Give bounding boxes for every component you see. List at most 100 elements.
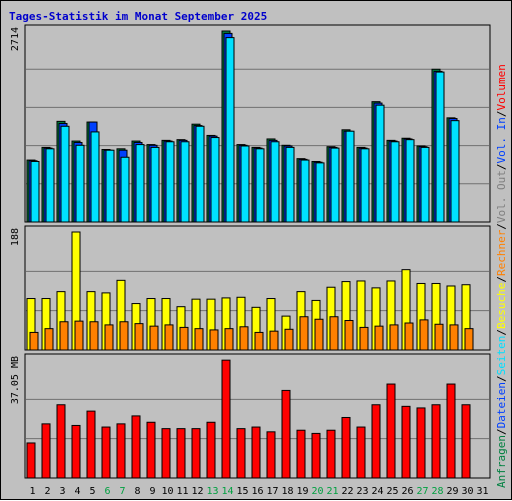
ymax-label-visits: 188 xyxy=(10,228,21,246)
bar-visits-rechner xyxy=(344,320,354,351)
legend-entry: / xyxy=(495,223,508,230)
x-tick-label: 31 xyxy=(476,486,488,497)
x-tick-label: 6 xyxy=(104,486,110,497)
bar-requests-seiten xyxy=(210,137,220,223)
bar-visits-rechner xyxy=(59,321,69,351)
bar-volume-volumen xyxy=(71,424,81,479)
bar-volume-volumen xyxy=(281,389,291,479)
bar-requests-seiten xyxy=(255,148,265,223)
x-tick-label: 17 xyxy=(266,486,278,497)
x-tick-label: 13 xyxy=(206,486,218,497)
legend-entry: Volumen xyxy=(495,64,508,110)
x-tick-label: 25 xyxy=(386,486,398,497)
x-tick-label: 14 xyxy=(221,486,233,497)
x-tick-label: 16 xyxy=(251,486,263,497)
bar-requests-seiten xyxy=(225,37,235,223)
bar-visits-rechner xyxy=(269,330,279,351)
bar-requests-seiten xyxy=(90,131,100,223)
bar-visits-rechner xyxy=(89,321,99,351)
bar-requests-seiten xyxy=(180,141,190,223)
bar-volume-volumen xyxy=(446,383,456,479)
bar-volume-volumen xyxy=(266,431,276,479)
bar-volume-volumen xyxy=(86,410,96,479)
ymax-label-requests: 2714 xyxy=(10,27,21,51)
bar-visits-rechner xyxy=(104,324,114,351)
bar-visits-rechner xyxy=(134,323,144,351)
x-tick-label: 11 xyxy=(176,486,188,497)
bar-volume-volumen xyxy=(371,404,381,479)
bar-requests-seiten xyxy=(195,125,205,223)
legend-entry: Vol. In xyxy=(495,117,508,163)
bar-requests-seiten xyxy=(150,146,160,223)
legend-entry: / xyxy=(495,375,508,382)
x-tick-label: 30 xyxy=(461,486,473,497)
bar-visits-rechner xyxy=(74,320,84,351)
bar-visits-rechner xyxy=(404,322,414,351)
bar-visits-rechner xyxy=(44,328,54,351)
legend-entry: Vol. Out xyxy=(495,170,508,223)
bar-volume-volumen xyxy=(161,428,171,479)
legend-entry: / xyxy=(495,110,508,117)
legend-entry: / xyxy=(495,276,508,283)
bar-volume-volumen xyxy=(341,416,351,479)
bar-volume-volumen xyxy=(386,383,396,479)
bar-volume-volumen xyxy=(461,404,471,479)
bar-requests-seiten xyxy=(405,139,415,223)
bar-visits-rechner xyxy=(254,331,264,351)
bar-volume-volumen xyxy=(116,423,126,479)
bar-requests-seiten xyxy=(30,160,40,223)
x-tick-label: 28 xyxy=(431,486,443,497)
bar-requests-seiten xyxy=(435,71,445,223)
ymax-label-volume: 37.05 MB xyxy=(10,356,21,404)
legend-entry: / xyxy=(495,428,508,435)
bar-visits-rechner xyxy=(314,318,324,351)
legend-entry: Anfragen xyxy=(495,435,508,488)
bar-visits-rechner xyxy=(374,325,384,351)
bar-requests-seiten xyxy=(135,144,145,223)
legend-entry: Rechner xyxy=(495,229,508,276)
x-tick-label: 10 xyxy=(161,486,173,497)
bar-visits-rechner xyxy=(239,326,249,351)
legend-entry: Besuche xyxy=(495,283,508,329)
bar-visits-rechner xyxy=(179,326,189,351)
bar-visits-rechner xyxy=(284,328,294,351)
bar-requests-seiten xyxy=(360,148,370,223)
x-tick-label: 20 xyxy=(311,486,323,497)
bar-requests-seiten xyxy=(285,146,295,223)
bar-volume-volumen xyxy=(326,429,336,479)
bar-requests-seiten xyxy=(420,146,430,223)
bar-visits-rechner xyxy=(29,331,39,351)
x-tick-label: 29 xyxy=(446,486,458,497)
bar-volume-volumen xyxy=(431,404,441,479)
bar-volume-volumen xyxy=(146,421,156,479)
bar-requests-seiten xyxy=(450,120,460,223)
bar-requests-seiten xyxy=(375,104,385,223)
bar-volume-volumen xyxy=(26,442,36,479)
bar-requests-seiten xyxy=(165,141,175,223)
bar-visits-rechner xyxy=(329,316,339,351)
bar-visits-rechner xyxy=(149,325,159,351)
bar-visits-rechner xyxy=(419,319,429,351)
chart-title: Tages-Statistik im Monat September 2025 xyxy=(9,10,267,23)
x-tick-label: 3 xyxy=(59,486,65,497)
x-tick-label: 7 xyxy=(119,486,125,497)
bar-volume-volumen xyxy=(251,426,261,479)
legend-entry: Seiten xyxy=(495,336,508,376)
bar-visits-rechner xyxy=(464,328,474,351)
x-tick-label: 5 xyxy=(89,486,95,497)
x-tick-label: 15 xyxy=(236,486,248,497)
bar-visits-rechner xyxy=(119,321,129,351)
x-tick-label: 1 xyxy=(29,486,35,497)
bar-requests-seiten xyxy=(270,141,280,223)
x-tick-label: 23 xyxy=(356,486,368,497)
bar-visits-rechner xyxy=(449,324,459,351)
bar-volume-volumen xyxy=(191,428,201,479)
x-tick-label: 19 xyxy=(296,486,308,497)
bar-volume-volumen xyxy=(56,404,66,479)
bar-visits-rechner xyxy=(299,316,309,351)
legend-entry: / xyxy=(495,329,508,336)
x-tick-label: 9 xyxy=(149,486,155,497)
x-tick-label: 27 xyxy=(416,486,428,497)
bar-requests-seiten xyxy=(330,147,340,223)
